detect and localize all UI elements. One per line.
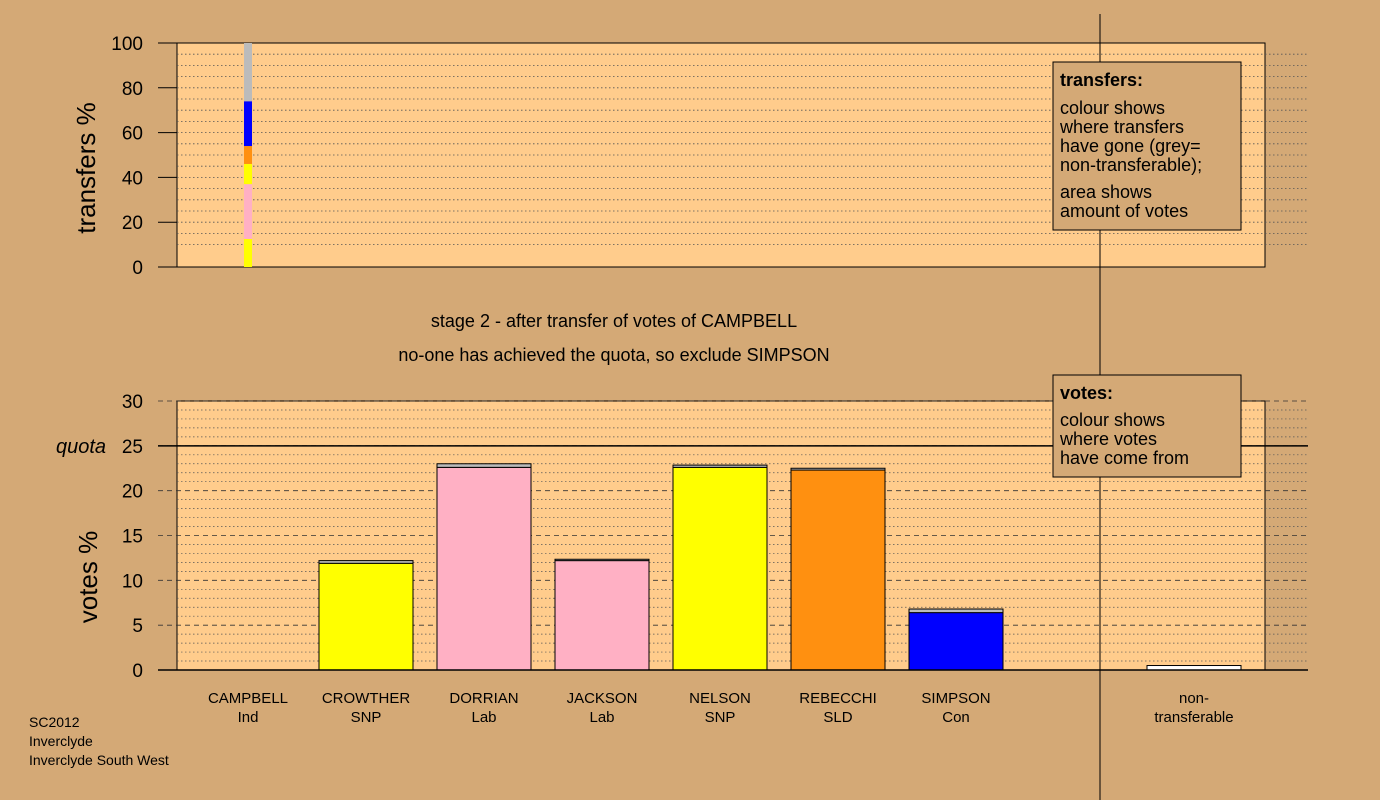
transfer-segment-snp (244, 239, 252, 267)
votes-legend-line: where votes (1059, 429, 1157, 449)
candidate-party: Lab (471, 709, 496, 726)
votes-y-tick-label: 0 (132, 661, 143, 682)
candidate-name: CROWTHER (322, 690, 410, 707)
transfers-legend-line: have gone (grey= (1060, 136, 1201, 156)
transfers-y-tick-label: 80 (122, 79, 143, 100)
votes-y-tick-label: 30 (122, 392, 143, 413)
votes-legend-title: votes: (1060, 383, 1113, 403)
votes-y-tick-label: 20 (122, 482, 143, 503)
transfers-legend-box (1052, 61, 1242, 231)
candidate-party: Lab (589, 709, 614, 726)
candidate-party: SLD (823, 709, 852, 726)
stage-line-2: no-one has achieved the quota, so exclud… (398, 345, 829, 365)
footer-line: Inverclyde South West (29, 752, 169, 768)
vote-transfer-dorrian (436, 463, 532, 468)
votes-y-tick-label: 25 (122, 437, 143, 458)
transfers-y-ticks: 0 20 40 60 80 100 (111, 34, 177, 279)
vote-bars (318, 463, 1242, 671)
transfers-legend-line: non-transferable); (1060, 155, 1202, 175)
votes-y-tick-label: 10 (122, 571, 143, 592)
votes-panel: 0 5 10 15 20 25 30 quota CAMPBELL Ind CROWTHER SN… (56, 392, 1308, 726)
candidate-party: Ind (238, 709, 259, 726)
transfers-y-tick-label: 0 (132, 258, 143, 279)
transfers-y-tick-label: 60 (122, 124, 143, 145)
candidate-labels: CAMPBELL Ind CROWTHER SNP DORRIAN Lab JACKSON L… (208, 690, 1234, 726)
votes-legend-line: have come from (1060, 448, 1189, 468)
votes-y-axis-label: votes % (73, 531, 103, 624)
vote-transfer-nelson (672, 464, 768, 468)
transfers-legend-line: amount of votes (1060, 201, 1188, 221)
transfers-y-axis-label: transfers % (71, 102, 101, 234)
candidate-name: SIMPSON (921, 690, 990, 707)
vote-bar-dorrian (436, 466, 532, 671)
transfer-segment-con (244, 101, 252, 147)
transfer-segment-sld (244, 146, 252, 164)
candidate-name: JACKSON (567, 690, 638, 707)
transfer-segment-snp (244, 163, 252, 185)
transfers-legend-line: colour shows (1060, 98, 1165, 118)
stage-line-1: stage 2 - after transfer of votes of CAM… (431, 311, 797, 331)
votes-legend-line: colour shows (1060, 410, 1165, 430)
vote-transfer-simpson (908, 608, 1004, 614)
transfers-y-tick-label: 40 (122, 168, 143, 189)
candidate-name: CAMPBELL (208, 690, 288, 707)
vote-transfer-crowther (318, 560, 414, 564)
vote-transfer-jackson (554, 558, 650, 562)
candidate-name: NELSON (689, 690, 751, 707)
transfer-segment-lab (244, 184, 252, 239)
transfers-legend-title: transfers: (1060, 70, 1143, 90)
transfers-y-tick-label: 100 (111, 34, 143, 55)
non-transferable-label: transferable (1154, 709, 1233, 726)
candidate-party: SNP (705, 709, 736, 726)
candidate-name: DORRIAN (449, 690, 518, 707)
vote-bar-nelson (672, 466, 768, 671)
votes-legend-box (1052, 374, 1242, 478)
candidate-name: REBECCHI (799, 690, 877, 707)
vote-bar-rebecchi (790, 469, 886, 671)
transfers-grid (177, 53, 1308, 246)
votes-y-tick-label: 15 (122, 527, 143, 548)
transfer-column (244, 43, 252, 267)
transfers-legend-line: where transfers (1059, 117, 1184, 137)
vote-bar-crowther (318, 562, 414, 671)
footer-line: Inverclyde (29, 733, 93, 749)
vote-bar-jackson (554, 560, 650, 671)
quota-label: quota (56, 436, 106, 458)
transfer-segment-ind (244, 43, 252, 102)
vote-transfer-rebecchi (790, 467, 886, 471)
votes-y-tick-label: 5 (132, 616, 143, 637)
transfers-legend-line: area shows (1060, 182, 1152, 202)
transfers-y-tick-label: 20 (122, 213, 143, 234)
votes-y-ticks: 0 5 10 15 20 25 30 (122, 392, 143, 682)
footer-line: SC2012 (29, 714, 80, 730)
votes-legend: votes: colour shows where votes have com… (1052, 374, 1242, 478)
candidate-party: Con (942, 709, 970, 726)
candidate-party: SNP (351, 709, 382, 726)
vote-bar-simpson (908, 612, 1004, 671)
non-transferable-label: non- (1179, 690, 1209, 707)
transfers-legend: transfers: colour shows where transfers … (1052, 61, 1242, 231)
